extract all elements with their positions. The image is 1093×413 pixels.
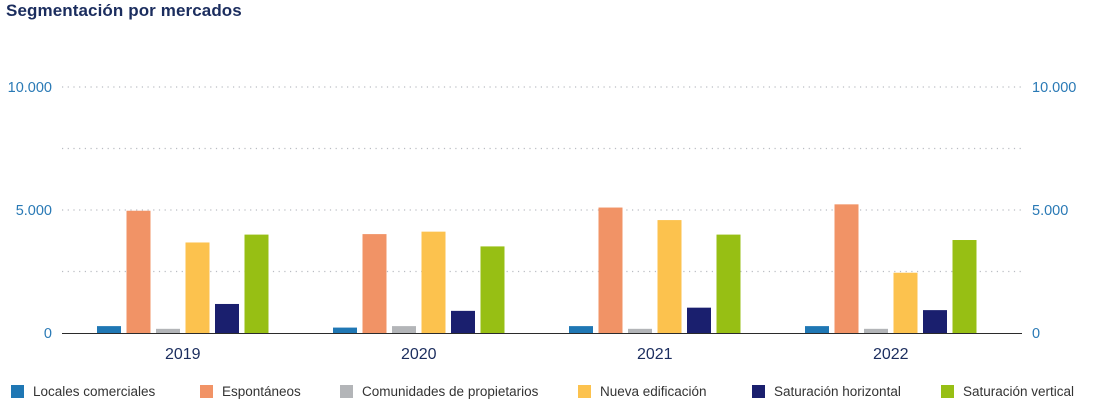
bar-2020-nueva-edificaci-n <box>421 231 446 333</box>
legend-swatch <box>11 385 24 398</box>
bar-2021-comunidades-de-propietarios <box>628 328 652 333</box>
bar-2022-comunidades-de-propietarios <box>864 328 888 333</box>
bar-2020-saturaci-n-vertical <box>480 246 505 333</box>
bar-2019-comunidades-de-propietarios <box>156 328 180 333</box>
bar-2020-espont-neos <box>362 234 387 333</box>
bar-2019-saturaci-n-vertical <box>244 234 269 333</box>
y-tick-label-left: 10.000 <box>8 80 52 96</box>
legend-item: Saturación horizontal <box>752 384 901 399</box>
legend-label: Saturación vertical <box>963 384 1075 399</box>
x-tick-label: 2021 <box>637 346 673 363</box>
legend-item: Comunidades de propietarios <box>340 384 538 399</box>
bar-2020-saturaci-n-horizontal <box>451 310 475 333</box>
bar-2022-saturaci-n-vertical <box>952 240 977 333</box>
y-tick-label-left: 0 <box>44 326 52 342</box>
legend-item: Locales comerciales <box>11 384 155 399</box>
legend-label: Saturación horizontal <box>774 384 901 399</box>
x-tick-label: 2020 <box>401 346 437 363</box>
x-tick-label: 2022 <box>873 346 909 363</box>
legend-label: Comunidades de propietarios <box>362 384 539 399</box>
legend-swatch <box>752 385 765 398</box>
legend-label: Nueva edificación <box>600 384 707 399</box>
y-tick-label-right: 5.000 <box>1032 203 1068 219</box>
legend-swatch <box>578 385 591 398</box>
legend-label: Locales comerciales <box>33 384 156 399</box>
legend-label: Espontáneos <box>222 384 301 399</box>
legend-item: Espontáneos <box>200 384 301 399</box>
legend-item: Nueva edificación <box>578 384 707 399</box>
bar-2021-locales-comerciales <box>569 326 593 333</box>
bar-2022-locales-comerciales <box>805 326 829 333</box>
chart-legend: Locales comerciales Espontáneos Comunidade… <box>0 384 1093 406</box>
legend-swatch <box>340 385 353 398</box>
x-tick-label: 2019 <box>165 346 201 363</box>
bar-2021-espont-neos <box>598 207 623 333</box>
bar-2019-saturaci-n-horizontal <box>215 303 239 333</box>
bar-2022-saturaci-n-horizontal <box>923 310 947 333</box>
bar-2021-nueva-edificaci-n <box>657 220 682 333</box>
bar-2020-comunidades-de-propietarios <box>392 326 416 333</box>
legend-swatch <box>941 385 954 398</box>
legend-swatch <box>200 385 213 398</box>
y-tick-label-left: 5.000 <box>16 203 52 219</box>
y-tick-label-right: 10.000 <box>1032 80 1076 96</box>
y-tick-label-right: 0 <box>1032 326 1040 342</box>
bar-2022-espont-neos <box>834 204 859 333</box>
bar-2021-saturaci-n-horizontal <box>687 307 711 333</box>
bar-2020-locales-comerciales <box>333 327 357 333</box>
bar-2021-saturaci-n-vertical <box>716 234 741 333</box>
bar-2022-nueva-edificaci-n <box>893 272 918 333</box>
bar-2019-locales-comerciales <box>97 326 121 333</box>
legend-item: Saturación vertical <box>941 384 1074 399</box>
bar-2019-nueva-edificaci-n <box>185 242 210 333</box>
chart-title: Segmentación por mercados <box>6 1 242 20</box>
bar-2019-espont-neos <box>126 210 151 333</box>
bar-chart: 0 0 5.000 5.000 10.000 10.000 2019 2020 2021 2022 <box>8 80 1077 363</box>
